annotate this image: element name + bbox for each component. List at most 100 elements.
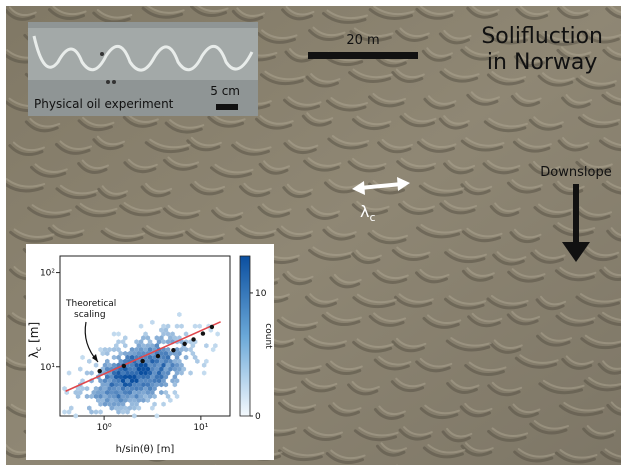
terrain-lobe	[92, 138, 124, 151]
hexbin-cell	[136, 389, 142, 396]
terrain-lobe-highlight	[560, 46, 592, 56]
hexbin-cell	[93, 362, 99, 368]
lambda-symbol: λ	[360, 202, 370, 221]
terrain-lobe	[283, 142, 317, 155]
hexbin-cell	[145, 335, 151, 341]
hexbin-cell	[66, 370, 72, 376]
terrain-lobe	[27, 206, 71, 219]
hexbin-cell	[118, 350, 123, 357]
hexbin-cell	[123, 389, 128, 396]
terrain-lobe	[583, 379, 621, 392]
hexbin-cell	[161, 354, 166, 360]
terrain-lobe	[301, 114, 332, 127]
hexbin-cell	[136, 405, 142, 411]
hexbin-cell	[125, 378, 130, 384]
terrain-lobe	[602, 49, 621, 61]
hexbin-cell	[159, 350, 164, 357]
terrain-lobe	[597, 362, 621, 375]
hexbin-cell	[138, 370, 144, 376]
terrain-lobe-highlight	[282, 399, 317, 409]
hexbin-cell	[145, 366, 151, 372]
hexbin-cell	[138, 386, 144, 392]
terrain-lobe-highlight	[517, 448, 555, 458]
terrain-lobe	[536, 334, 571, 347]
hexbin-cell	[165, 354, 171, 360]
terrain-lobe	[352, 296, 396, 309]
hexbin-cell	[147, 347, 153, 353]
terrain-lobe-highlight	[419, 6, 455, 15]
terrain-lobe-highlight	[145, 182, 173, 193]
hexbin-cell	[172, 358, 178, 364]
hexbin-cell	[100, 389, 105, 396]
hexbin-cell	[98, 401, 103, 407]
terrain-lobe	[598, 139, 621, 152]
terrain-lobe-highlight	[105, 227, 145, 238]
terrain-lobe	[24, 120, 59, 133]
terrain-lobe-highlight	[586, 246, 620, 257]
hexbin-cell	[161, 323, 166, 329]
binned-point	[182, 341, 187, 347]
terrain-lobe-highlight	[426, 47, 453, 57]
terrain-lobe	[460, 139, 503, 152]
terrain-lobe	[190, 6, 228, 18]
terrain-lobe	[351, 118, 390, 131]
terrain-lobe-highlight	[534, 249, 566, 259]
hexbin-cell	[127, 374, 133, 380]
terrain-lobe	[460, 444, 493, 457]
terrain-lobe	[514, 356, 558, 369]
binned-point	[121, 363, 127, 369]
hexbin-cell	[136, 358, 142, 364]
hexbin-cell	[89, 393, 94, 399]
hexbin-cell	[183, 331, 189, 337]
hexbin-cell	[127, 397, 133, 403]
terrain-lobe	[485, 32, 528, 45]
terrain-lobe-highlight	[444, 68, 480, 78]
terrain-lobe	[391, 71, 424, 83]
terrain-lobe-highlight	[305, 377, 338, 388]
terrain-lobe-highlight	[542, 379, 585, 390]
hexbin-cell	[120, 409, 126, 415]
hexbin-cell	[168, 366, 173, 372]
hexbin-cell	[145, 343, 151, 349]
terrain-lobe	[535, 298, 565, 311]
hexbin-cell	[165, 331, 171, 337]
hexbin-cell	[98, 386, 103, 392]
hexbin-cell	[96, 389, 101, 396]
terrain-lobe-highlight	[167, 204, 201, 215]
terrain-lobe	[6, 182, 44, 193]
hexbin-cell	[147, 362, 153, 368]
terrain-lobe-highlight	[537, 203, 573, 214]
downslope-label: Downslope	[540, 165, 612, 180]
terrain-lobe	[186, 139, 221, 152]
terrain-lobe-highlight	[402, 200, 435, 211]
terrain-lobe-highlight	[540, 332, 573, 342]
terrain-lobe-highlight	[280, 225, 313, 236]
hexbin-cell	[98, 393, 103, 399]
scale-bar-label: 20 m	[346, 33, 380, 48]
hexbin-cell	[120, 393, 126, 399]
hexbin-cell	[147, 370, 153, 376]
terrain-lobe	[77, 119, 113, 132]
terrain-lobe-highlight	[491, 427, 529, 438]
terrain-lobe-highlight	[602, 360, 621, 370]
x-tick-label: 10⁰	[97, 423, 112, 433]
hexbin-cell	[152, 362, 157, 368]
terrain-lobe-highlight	[427, 443, 466, 454]
hexbin-cell	[150, 374, 155, 380]
hexbin-cell	[170, 378, 175, 384]
terrain-lobe	[421, 49, 452, 62]
terrain-lobe-highlight	[352, 157, 387, 168]
binned-point	[140, 358, 145, 364]
terrain-lobe-highlight	[214, 163, 254, 174]
terrain-lobe-highlight	[309, 293, 339, 303]
hexbin-cell	[152, 393, 157, 399]
hexbin-cell	[159, 382, 164, 388]
terrain-lobe-highlight	[13, 228, 55, 238]
hexbin-cell	[96, 397, 101, 403]
terrain-lobe-highlight	[427, 95, 457, 105]
hexbin-cell	[134, 347, 139, 353]
hexbin-cell	[156, 362, 162, 368]
terrain-lobe	[329, 276, 361, 289]
hexbin-cell	[102, 386, 108, 392]
hexbin-cell	[172, 382, 178, 388]
